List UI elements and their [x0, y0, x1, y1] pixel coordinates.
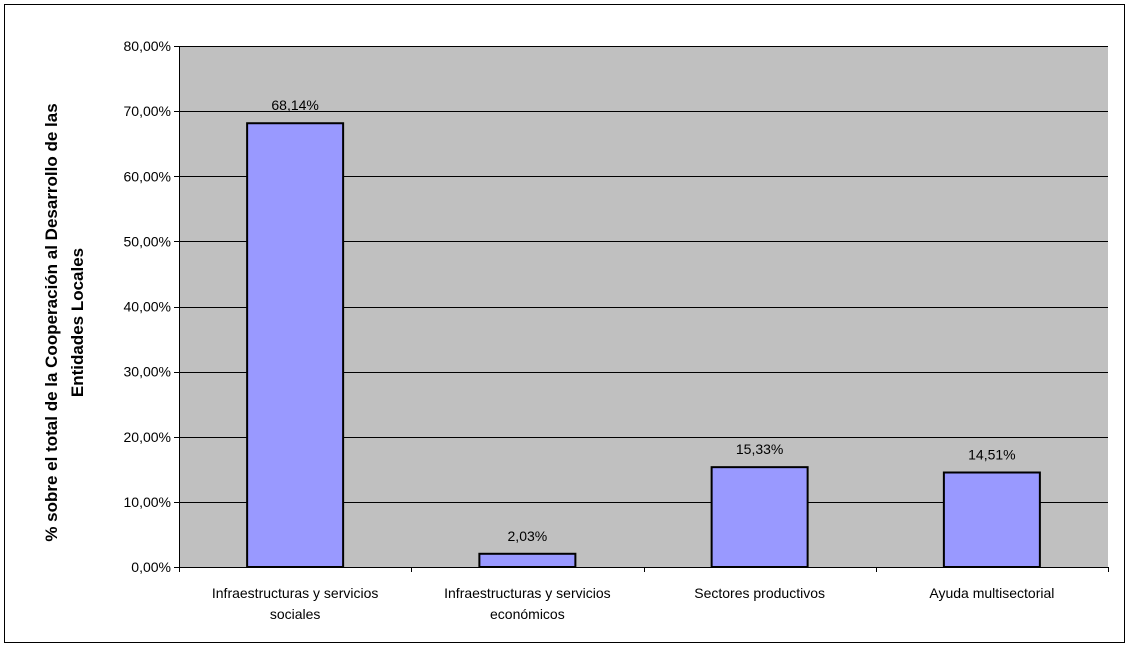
x-tick-label-line: Ayuda multisectorial [929, 585, 1054, 601]
x-tick-label-line: económicos [490, 606, 565, 622]
x-tick-label-line: Infraestructuras y servicios [212, 585, 379, 601]
y-tick-label-3: 30,00% [124, 364, 171, 380]
y-tick-label-8: 80,00% [124, 38, 171, 54]
data-label-3: 14,51% [968, 447, 1015, 463]
x-tick-label-1: Infraestructuras y servicios económicos [444, 585, 611, 622]
y-axis-title-text: % sobre el total de la Cooperación al De… [42, 103, 87, 541]
y-tick-label-4: 40,00% [124, 299, 171, 315]
data-label-1: 2,03% [508, 528, 548, 544]
x-tick-label-line: Infraestructuras y servicios [444, 585, 611, 601]
x-tick-label-line: sociales [270, 606, 321, 622]
y-tick-label-1: 10,00% [124, 494, 171, 510]
bar-1 [478, 552, 577, 568]
data-label-2: 15,33% [736, 441, 783, 457]
y-tick-label-7: 70,00% [124, 103, 171, 119]
x-tick-label-line: Sectores productivos [694, 585, 825, 601]
y-axis-title: % sobre el total de la Cooperación al De… [42, 103, 87, 541]
y-tick-label-6: 60,00% [124, 168, 171, 184]
y-tick-label-2: 20,00% [124, 429, 171, 445]
bar-3 [942, 471, 1041, 569]
data-label-0: 68,14% [271, 97, 318, 113]
bar-0 [246, 122, 345, 568]
x-tick-label-2: Sectores productivos [694, 585, 825, 601]
axes [174, 46, 1109, 572]
data-labels: 68,14% 2,03% 15,33% 14,51% [271, 97, 1015, 544]
bar-2 [710, 466, 809, 568]
y-tick-label-5: 50,00% [124, 233, 171, 249]
x-tick-label-3: Ayuda multisectorial [929, 585, 1054, 601]
y-tick-label-0: 0,00% [131, 559, 171, 575]
bars [246, 122, 1041, 569]
y-axis-title-line: Entidades Locales [68, 248, 87, 397]
y-tick-labels: 0,00% 10,00% 20,00% 30,00% 40,00% 50,00% 60,00… [124, 38, 171, 575]
x-tick-labels: Infraestructuras y servicios socialesInfr… [212, 585, 1055, 622]
x-tick-label-0: Infraestructuras y servicios sociales [212, 585, 379, 622]
y-axis-title-line: % sobre el total de la Cooperación al De… [42, 103, 61, 541]
